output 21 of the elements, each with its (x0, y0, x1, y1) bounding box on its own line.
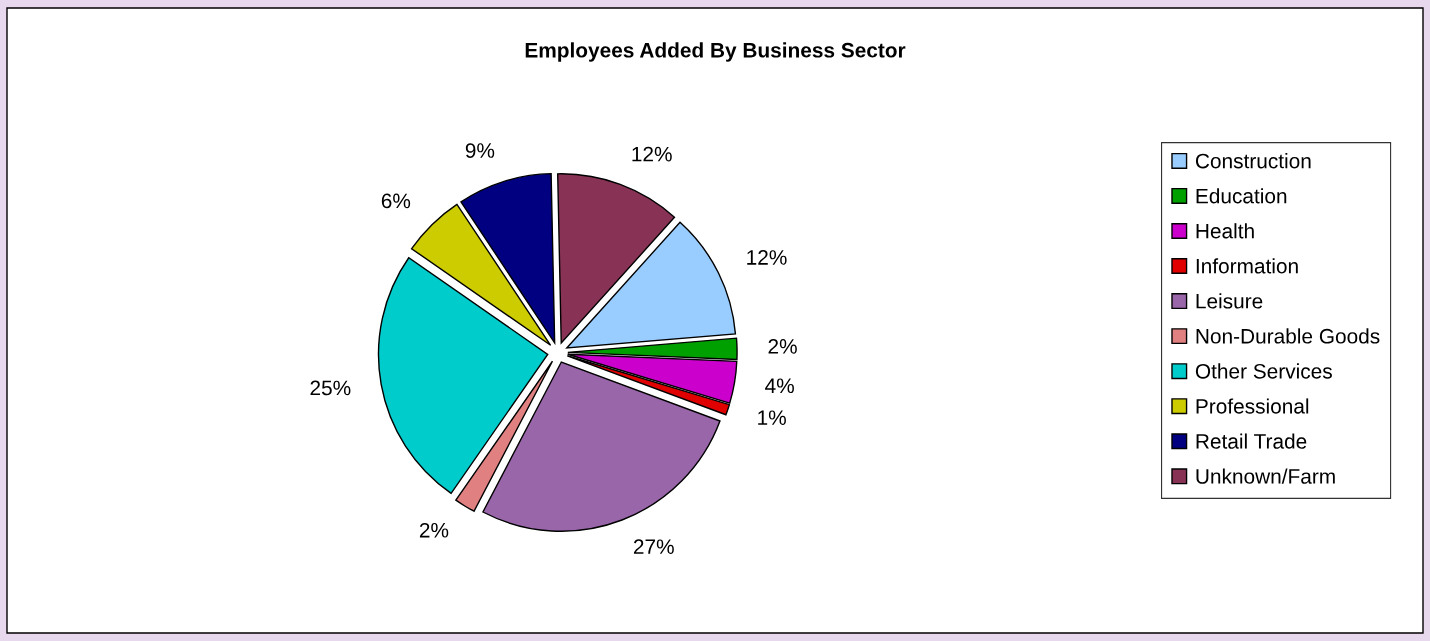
legend-label: Construction (1195, 153, 1311, 169)
data-label: 9% (465, 143, 495, 158)
legend-label: Retail Trade (1196, 433, 1307, 449)
legend-label: Professional (1196, 398, 1309, 414)
data-label: 6% (381, 193, 411, 209)
legend-label: Health (1196, 223, 1254, 239)
data-label: 12% (747, 250, 787, 265)
data-label: 2% (419, 522, 449, 538)
legend-label: Education (1196, 188, 1287, 204)
data-label: 25% (310, 380, 351, 396)
legend-label: Unknown/Farm (1196, 468, 1335, 484)
legend-label: Information (1196, 258, 1298, 274)
data-label: 2% (768, 339, 797, 354)
legend-label: Non-Durable Goods (1196, 328, 1380, 344)
data-label: 1% (758, 410, 786, 425)
data-label: 27% (633, 539, 674, 554)
data-label: 4% (765, 378, 794, 394)
legend-label: Leisure (1196, 293, 1263, 309)
chart-title: Employees Added By Business Sector (525, 42, 906, 62)
legend-label: Other Services (1195, 363, 1332, 379)
data-label: 12% (632, 146, 672, 162)
